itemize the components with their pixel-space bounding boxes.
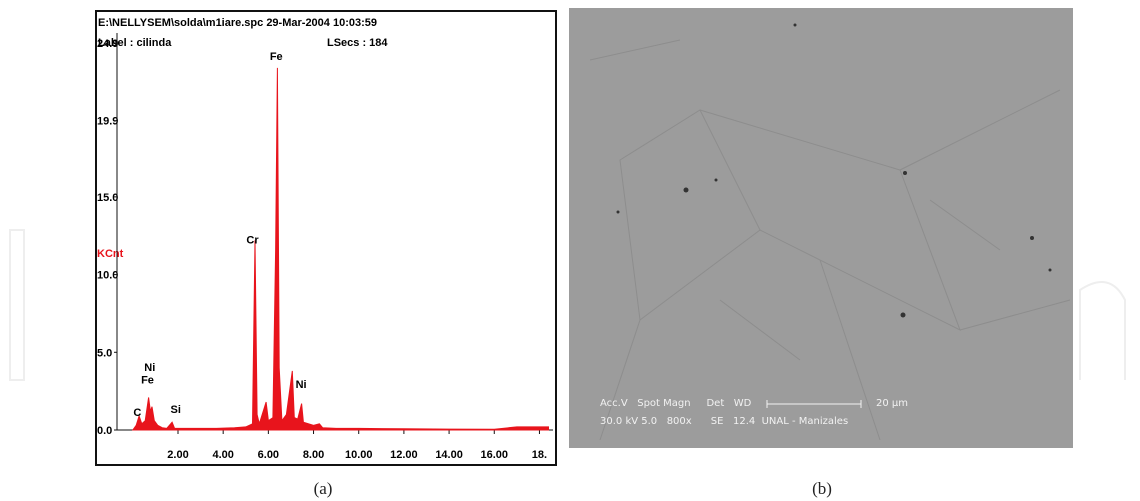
y-tick-label: 0.0 (97, 425, 112, 437)
x-tick-label: 2.00 (167, 449, 188, 461)
lsecs-text: LSecs : 184 (327, 37, 388, 49)
sem-info-line2: 30.0 kV 5.0 800x SE 12.4 UNAL - Manizale… (600, 416, 848, 427)
peak-label: C (133, 407, 141, 419)
peak-label: Ni (296, 379, 307, 391)
peak-label: Fe (270, 51, 283, 63)
y-tick-label: 10.0 (97, 270, 118, 282)
x-tick-label: 8.00 (303, 449, 324, 461)
x-tick-label: 12.00 (390, 449, 418, 461)
y-axis-label: KCnt (97, 248, 124, 260)
chart-title: E:\NELLYSEM\solda\m1iare.spc 29-Mar-2004… (98, 17, 377, 29)
peak-label: Si (171, 404, 181, 416)
x-tick-label: 10.00 (345, 449, 373, 461)
figure: E:\NELLYSEM\solda\m1iare.spc 29-Mar-2004… (0, 0, 1140, 501)
caption: (a) (314, 479, 333, 498)
peak-label: Fe (141, 374, 154, 386)
peak-label: Ni (144, 362, 155, 374)
y-tick-label: 19.9 (97, 116, 118, 128)
chart-frame (96, 11, 556, 465)
scale-label: 20 µm (876, 398, 908, 409)
sem-info-line1: Acc.V Spot Magn Det WD (600, 398, 752, 409)
y-tick-label: 15.0 (97, 192, 118, 204)
y-tick-label: 24.9 (97, 38, 118, 50)
peak-label: Cr (246, 234, 259, 246)
caption: (b) (812, 479, 832, 498)
sem-image: Acc.V Spot Magn Det WD 20 µm 30.0 kV 5.0… (569, 8, 1073, 448)
x-tick-label: 4.00 (212, 449, 233, 461)
x-tick-label: 18. (532, 449, 547, 461)
x-tick-label: 6.00 (258, 449, 279, 461)
x-tick-label: 16.00 (480, 449, 508, 461)
x-tick-label: 14.00 (435, 449, 463, 461)
sem-background (569, 8, 1073, 448)
y-tick-label: 5.0 (97, 347, 112, 359)
